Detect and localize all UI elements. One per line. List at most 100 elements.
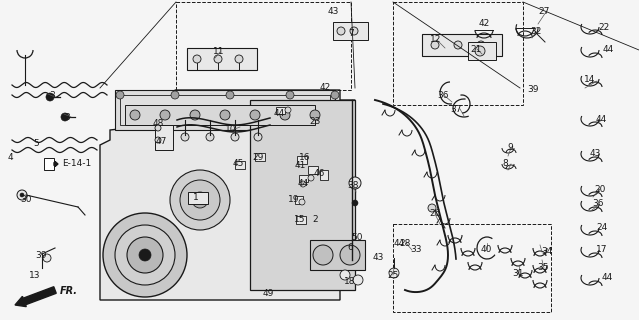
Bar xyxy=(235,161,245,169)
Text: 18: 18 xyxy=(344,277,356,286)
Circle shape xyxy=(308,175,314,181)
Bar xyxy=(255,153,265,161)
Text: 35: 35 xyxy=(537,263,549,273)
Bar xyxy=(299,175,308,182)
Circle shape xyxy=(286,91,294,99)
Text: 29: 29 xyxy=(252,153,264,162)
Circle shape xyxy=(285,107,291,113)
Circle shape xyxy=(477,41,485,49)
Circle shape xyxy=(331,91,339,99)
Circle shape xyxy=(226,91,234,99)
Bar xyxy=(296,216,306,224)
Text: 43: 43 xyxy=(327,7,339,17)
Polygon shape xyxy=(250,100,355,290)
Text: 17: 17 xyxy=(596,245,608,254)
Bar xyxy=(320,170,328,180)
Text: 5: 5 xyxy=(33,140,39,148)
Text: 26: 26 xyxy=(429,210,441,219)
Text: 34: 34 xyxy=(541,247,553,257)
Text: 15: 15 xyxy=(294,215,305,225)
Text: 8: 8 xyxy=(502,159,508,169)
Text: 39: 39 xyxy=(527,85,539,94)
Text: 44: 44 xyxy=(394,238,404,247)
Text: 41: 41 xyxy=(295,162,305,171)
Circle shape xyxy=(475,46,485,56)
Text: 44: 44 xyxy=(297,180,309,188)
Bar xyxy=(468,42,496,60)
Polygon shape xyxy=(100,90,355,300)
Text: 3: 3 xyxy=(49,91,55,100)
Circle shape xyxy=(340,245,360,265)
Bar xyxy=(297,156,307,164)
Bar xyxy=(295,196,303,204)
Text: 30: 30 xyxy=(20,195,32,204)
Text: 40: 40 xyxy=(481,244,491,253)
FancyArrow shape xyxy=(54,162,58,166)
Circle shape xyxy=(193,55,201,63)
Text: 44: 44 xyxy=(601,274,613,283)
Text: 22: 22 xyxy=(598,22,610,31)
Bar xyxy=(308,166,318,174)
Text: 44: 44 xyxy=(596,115,606,124)
Bar xyxy=(310,240,365,270)
Circle shape xyxy=(310,110,320,120)
Text: 10: 10 xyxy=(226,125,237,134)
Bar xyxy=(120,95,330,125)
Bar xyxy=(187,48,257,70)
Text: 38: 38 xyxy=(347,181,358,190)
Text: 46: 46 xyxy=(313,170,325,179)
Circle shape xyxy=(250,110,260,120)
Text: 44: 44 xyxy=(273,109,284,118)
Bar xyxy=(115,90,335,130)
Circle shape xyxy=(235,55,243,63)
Circle shape xyxy=(170,170,230,230)
Bar xyxy=(155,125,173,150)
Circle shape xyxy=(300,181,306,187)
Circle shape xyxy=(431,41,439,49)
Text: 16: 16 xyxy=(299,153,311,162)
Text: 31: 31 xyxy=(512,268,524,277)
Circle shape xyxy=(116,91,124,99)
FancyArrow shape xyxy=(15,287,56,307)
Circle shape xyxy=(231,133,239,141)
Text: 43: 43 xyxy=(373,253,383,262)
Circle shape xyxy=(43,254,51,262)
Text: 42: 42 xyxy=(479,20,489,28)
Circle shape xyxy=(337,27,345,35)
Circle shape xyxy=(349,177,361,189)
Text: 36: 36 xyxy=(592,199,604,209)
Text: 49: 49 xyxy=(263,289,273,298)
Circle shape xyxy=(61,113,69,121)
Bar xyxy=(176,2,351,90)
Text: 33: 33 xyxy=(410,244,422,253)
Text: 2: 2 xyxy=(312,215,318,225)
Text: 21: 21 xyxy=(470,44,482,53)
Bar xyxy=(393,224,551,312)
Text: 12: 12 xyxy=(430,36,442,44)
Text: 27: 27 xyxy=(538,7,550,17)
Circle shape xyxy=(220,110,230,120)
Circle shape xyxy=(160,110,170,120)
Circle shape xyxy=(454,41,462,49)
Text: 28: 28 xyxy=(399,238,411,247)
Circle shape xyxy=(428,204,436,212)
Circle shape xyxy=(389,268,399,278)
Text: 42: 42 xyxy=(320,83,330,92)
Text: 48: 48 xyxy=(152,119,164,129)
Circle shape xyxy=(155,137,161,143)
Text: 36: 36 xyxy=(437,92,449,100)
Bar xyxy=(333,22,368,40)
Circle shape xyxy=(155,125,161,131)
Circle shape xyxy=(206,133,214,141)
Text: 44: 44 xyxy=(603,45,613,54)
Text: 24: 24 xyxy=(596,223,608,233)
Text: E-14-1: E-14-1 xyxy=(62,159,91,169)
Text: 9: 9 xyxy=(507,143,513,153)
Circle shape xyxy=(180,180,220,220)
Text: 1: 1 xyxy=(193,194,199,203)
Text: FR.: FR. xyxy=(60,286,78,296)
Circle shape xyxy=(192,192,208,208)
Text: 25: 25 xyxy=(387,270,399,279)
Text: 45: 45 xyxy=(233,159,243,169)
Bar xyxy=(188,192,208,204)
